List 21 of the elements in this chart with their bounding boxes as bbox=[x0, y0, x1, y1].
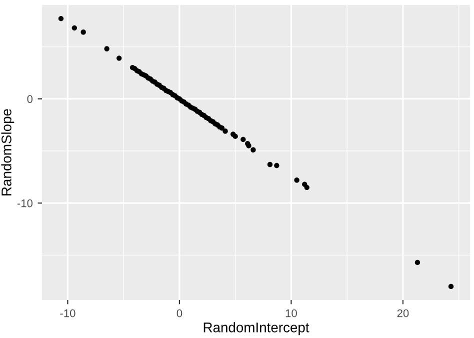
point bbox=[72, 25, 78, 31]
point bbox=[250, 147, 256, 152]
x-axis-title: RandomIntercept bbox=[204, 322, 310, 336]
point bbox=[274, 162, 280, 168]
point bbox=[104, 46, 110, 52]
point bbox=[267, 162, 273, 168]
point bbox=[80, 30, 86, 35]
point bbox=[240, 136, 246, 142]
point bbox=[294, 178, 300, 183]
x-tick-label: 10 bbox=[286, 309, 297, 318]
point bbox=[222, 128, 228, 134]
point bbox=[219, 125, 225, 131]
x-tick-label: 20 bbox=[397, 309, 409, 318]
y-axis-title: RandomSlope bbox=[1, 109, 14, 196]
x-tick-label: 0 bbox=[176, 309, 182, 318]
point bbox=[414, 260, 420, 266]
point bbox=[448, 284, 454, 290]
point bbox=[304, 184, 310, 190]
point bbox=[58, 16, 64, 22]
x-tick-label: -10 bbox=[60, 309, 76, 318]
point bbox=[116, 56, 122, 61]
